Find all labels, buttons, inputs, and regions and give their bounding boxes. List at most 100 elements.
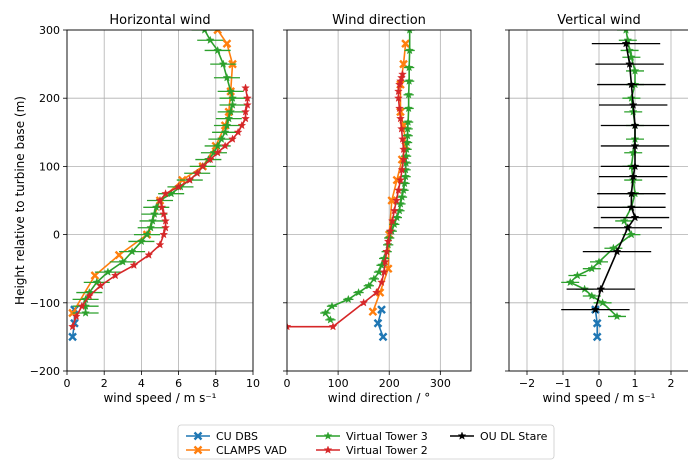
virtual-tower-2-point — [394, 185, 403, 194]
axes-frame — [286, 29, 472, 372]
virtual-tower-3-point — [628, 148, 638, 157]
axes-frame — [66, 29, 254, 372]
virtual-tower-2-point — [372, 288, 381, 297]
clamps-vad-point — [114, 250, 124, 260]
virtual-tower-2-point — [377, 277, 386, 287]
clamps-vad-point — [222, 39, 232, 48]
virtual-tower-3-point — [587, 264, 597, 273]
virtual-tower-3-point — [217, 134, 226, 143]
x-tick-label: 300 — [430, 377, 451, 390]
ou-dl-stare-point — [591, 305, 600, 314]
legend-marker — [323, 445, 333, 454]
virtual-tower-2-point — [161, 223, 170, 232]
x-tick-label: 8 — [212, 377, 219, 390]
cu-dbs-point — [373, 318, 383, 328]
x-axis-label: wind direction / ° — [328, 391, 430, 405]
virtual-tower-2-point — [220, 141, 230, 150]
legend-item: OU DL Stare — [450, 430, 548, 443]
virtual-tower-2-point — [228, 134, 237, 143]
virtual-tower-2-point — [159, 209, 169, 218]
clamps-vad-point — [213, 30, 223, 35]
virtual-tower-2-point — [213, 148, 222, 157]
legend-marker — [323, 431, 333, 440]
virtual-tower-3-point — [627, 93, 636, 102]
y-tick-label: 100 — [39, 160, 60, 173]
virtual-tower-3-point — [404, 62, 414, 72]
x-tick-label: 100 — [328, 377, 349, 390]
legend-marker — [193, 431, 203, 441]
legend-item: CLAMPS VAD — [186, 444, 287, 457]
virtual-tower-2-point — [233, 127, 243, 136]
virtual-tower-2-point — [77, 301, 87, 310]
x-tick-label: 2 — [668, 377, 675, 390]
virtual-tower-2-point — [394, 93, 403, 102]
virtual-tower-3-point — [397, 192, 407, 201]
virtual-tower-3-point — [137, 236, 146, 246]
virtual-tower-3-point — [148, 216, 157, 225]
virtual-tower-2-point — [399, 155, 408, 164]
cu-dbs-point — [68, 332, 77, 342]
virtual-tower-3-point — [630, 66, 640, 75]
y-tick-label: −200 — [30, 365, 60, 378]
panel-title: Wind direction — [332, 13, 426, 28]
virtual-tower-3-point — [364, 281, 374, 290]
x-tick-label: 0 — [64, 377, 71, 390]
x-tick-label: 200 — [379, 377, 400, 390]
legend-item: Virtual Tower 3 — [316, 430, 428, 443]
legend-label: CU DBS — [216, 430, 258, 443]
virtual-tower-2-point — [155, 195, 165, 205]
virtual-tower-2-point — [243, 100, 252, 109]
ou-dl-stare-point — [628, 100, 638, 109]
virtual-tower-3-point — [612, 311, 622, 321]
legend-label: CLAMPS VAD — [216, 444, 287, 457]
legend-label: Virtual Tower 3 — [346, 430, 428, 443]
virtual-tower-3-point — [222, 120, 232, 130]
panel-2: 0 100 200 300 Wind direction wind direction /… — [283, 13, 472, 405]
virtual-tower-2-point — [383, 236, 393, 246]
virtual-tower-3-point — [228, 100, 237, 109]
virtual-tower-2-point — [397, 165, 407, 174]
virtual-tower-3-point — [103, 267, 113, 276]
clamps-vad-point — [401, 39, 410, 48]
virtual-tower-2-point — [237, 120, 247, 130]
ou-dl-stare-point — [627, 189, 636, 198]
virtual-tower-3-point — [627, 230, 636, 239]
virtual-tower-2-point — [174, 182, 183, 191]
axes-frame — [508, 29, 688, 372]
virtual-tower-3-point — [343, 294, 353, 304]
virtual-tower-3-point — [213, 141, 222, 150]
legend-marker — [457, 431, 467, 440]
y-axis-label: Height relative to turbine base (m) — [13, 96, 27, 305]
ou-dl-stare-point — [627, 202, 636, 212]
virtual-tower-2-point — [398, 134, 407, 143]
virtual-tower-2-point — [241, 114, 250, 123]
virtual-tower-2-point — [192, 168, 202, 177]
legend-item: Virtual Tower 2 — [316, 444, 428, 457]
panel-title: Horizontal wind — [109, 13, 210, 28]
virtual-tower-2-point — [398, 69, 407, 79]
virtual-tower-3-point — [404, 103, 413, 113]
ou-dl-stare-point — [630, 161, 640, 171]
virtual-tower-3-point — [213, 45, 222, 55]
ou-dl-stare-point — [630, 141, 640, 150]
virtual-tower-3-point — [401, 172, 410, 181]
virtual-tower-2-point — [287, 322, 292, 331]
virtual-tower-2-point — [96, 281, 105, 290]
virtual-tower-2-point — [71, 311, 81, 321]
virtual-tower-3-point — [404, 90, 413, 99]
virtual-tower-2-point — [359, 298, 369, 307]
virtual-tower-3-point — [609, 243, 618, 252]
virtual-tower-3-point — [587, 291, 597, 300]
virtual-tower-3-point — [326, 315, 335, 324]
ou-dl-stare-point — [628, 172, 638, 181]
virtual-tower-2-point — [84, 291, 94, 300]
virtual-tower-2-point — [205, 155, 215, 164]
legend-label: Virtual Tower 2 — [346, 444, 428, 457]
y-tick-label: 200 — [39, 92, 60, 105]
virtual-tower-3-point — [369, 274, 379, 283]
y-tick-label: −100 — [30, 297, 60, 310]
virtual-tower-3-point — [406, 30, 413, 34]
virtual-tower-2-point — [396, 175, 405, 184]
